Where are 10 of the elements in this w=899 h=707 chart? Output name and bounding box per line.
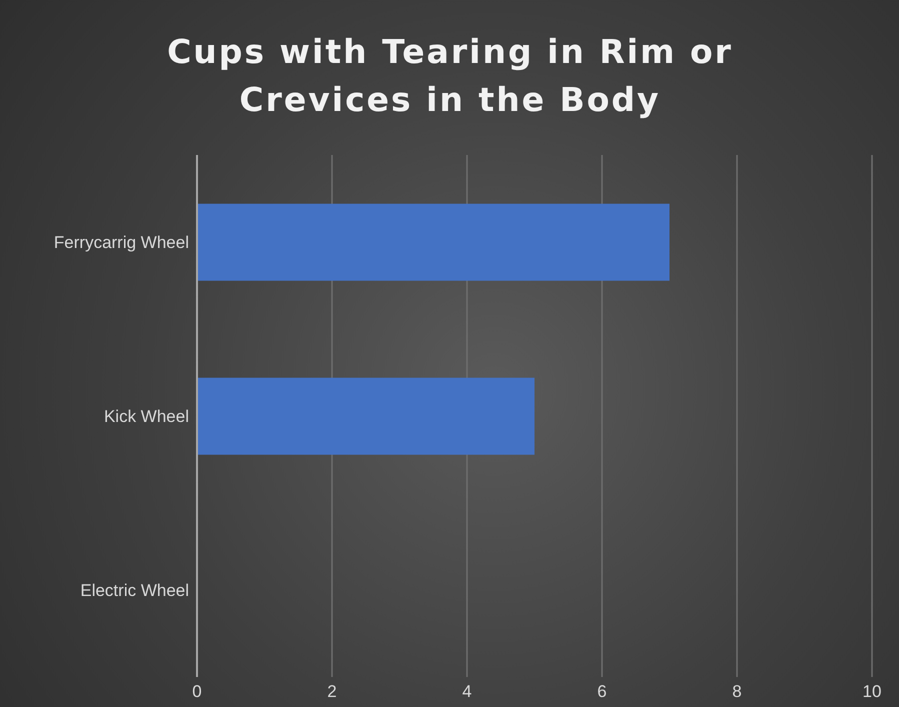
x-tick-label: 8: [732, 682, 742, 702]
x-tick-label: 10: [862, 682, 882, 702]
x-tick-label: 2: [327, 682, 337, 702]
y-tick-label: Ferrycarrig Wheel: [54, 233, 189, 252]
x-tick-label: 4: [462, 682, 472, 702]
y-tick-label: Electric Wheel: [80, 581, 189, 600]
chart-title: Cups with Tearing in Rim or Crevices in the Body: [166, 31, 734, 121]
y-tick-label: Kick Wheel: [104, 407, 189, 426]
x-tick-label: 0: [192, 682, 202, 702]
x-tick-label: 6: [597, 682, 607, 702]
